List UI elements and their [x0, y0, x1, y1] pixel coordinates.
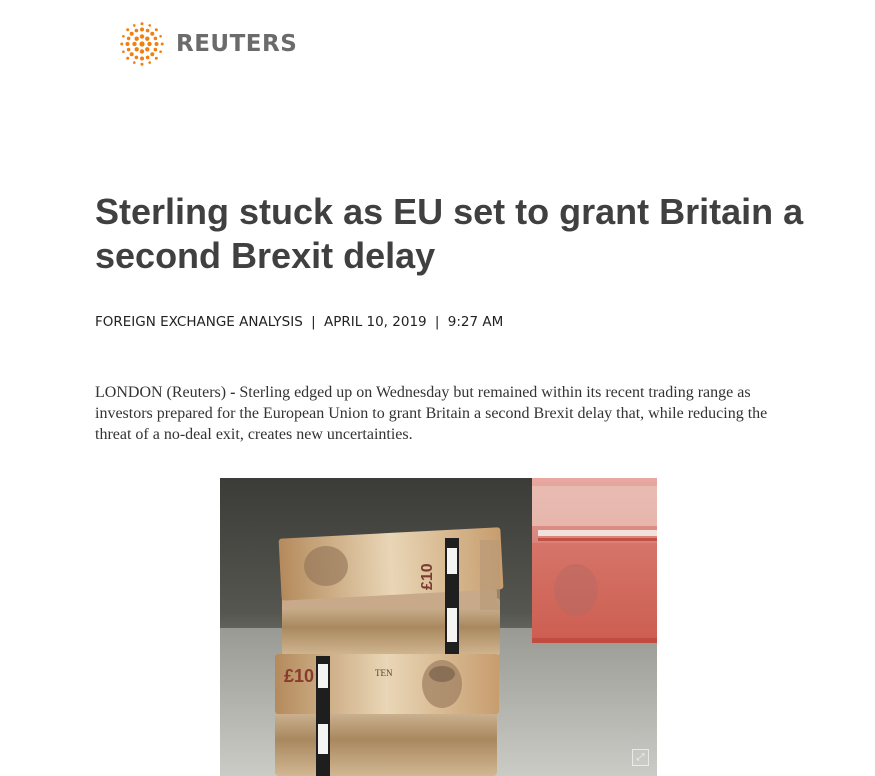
article-dateline: LONDON (Reuters)	[95, 384, 227, 401]
svg-text:£10: £10	[284, 666, 314, 686]
expand-icon[interactable]: ⤢	[632, 749, 649, 766]
article-photo[interactable]: £10 £10 TEN ⤢	[220, 478, 657, 776]
reuters-logo[interactable]: REUTERS	[120, 22, 297, 66]
article-headline: Sterling stuck as EU set to grant Britai…	[95, 191, 804, 276]
article-time: 9:27 AM	[447, 314, 504, 330]
meta-separator: |	[434, 314, 440, 330]
svg-text:TEN: TEN	[375, 668, 393, 678]
reuters-logo-icon	[120, 22, 164, 66]
reuters-wordmark: REUTERS	[176, 30, 298, 57]
banknotes-image: £10 £10 TEN	[220, 478, 657, 776]
article-lede: LONDON (Reuters) - Sterling edged up on …	[95, 382, 795, 445]
article-meta: FOREIGN EXCHANGE ANALYSIS | APRIL 10, 20…	[95, 314, 503, 330]
dateline-dash: -	[230, 384, 236, 401]
article-date: APRIL 10, 2019	[323, 314, 427, 330]
article-section-link[interactable]: FOREIGN EXCHANGE ANALYSIS	[95, 314, 303, 330]
svg-text:£10: £10	[419, 563, 436, 590]
meta-separator: |	[311, 314, 316, 330]
lede-text: Sterling edged up on Wednesday but remai…	[95, 384, 768, 443]
